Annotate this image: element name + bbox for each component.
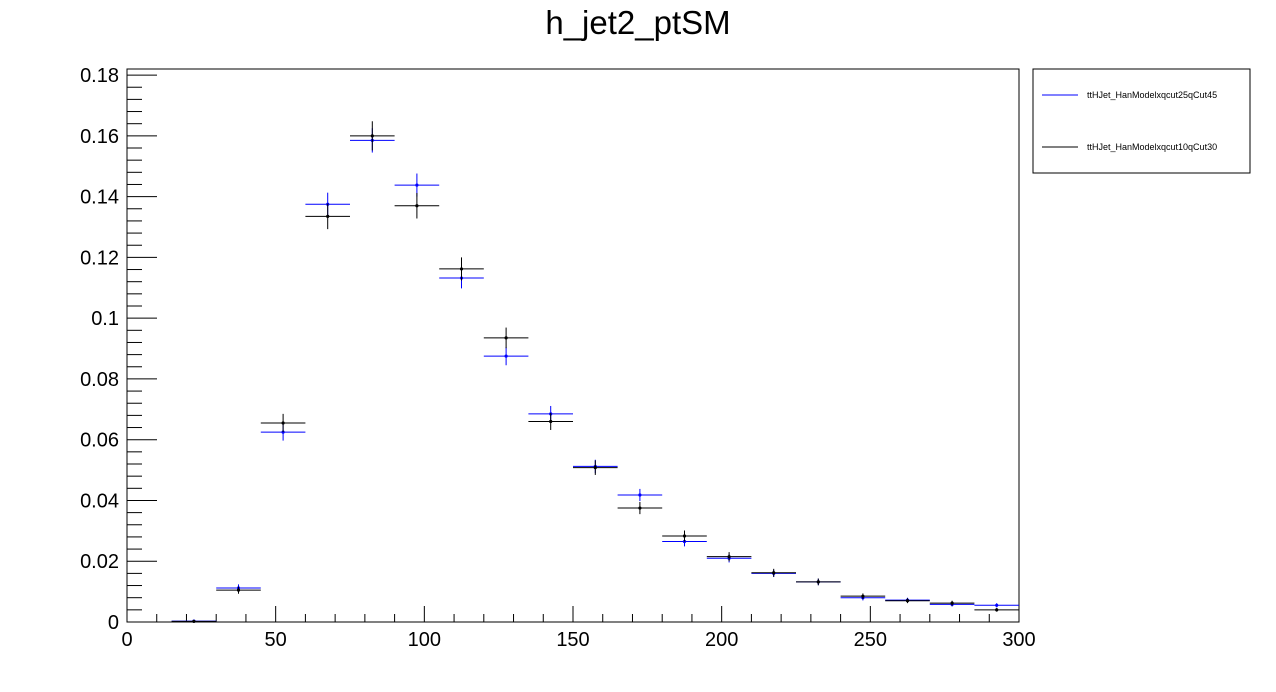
x-tick-label: 250 — [854, 629, 887, 651]
y-tick-label: 0 — [108, 612, 119, 634]
y-tick-label: 0.02 — [80, 551, 119, 573]
legend-label-series-1: ttHJet_HanModelxqcut25qCut45 — [1087, 90, 1217, 100]
data-point-marker — [236, 588, 241, 592]
y-tick-label: 0.06 — [80, 430, 119, 452]
x-tick-label: 0 — [121, 629, 132, 651]
data-point-marker — [638, 506, 642, 510]
data-point-marker — [905, 599, 910, 603]
y-tick-label: 0.18 — [80, 65, 119, 87]
data-point-marker — [816, 580, 820, 584]
chart-title: h_jet2_ptSM — [545, 4, 730, 41]
data-point-marker — [772, 571, 776, 575]
legend: ttHJet_HanModelxqcut25qCut45 ttHJet_HanM… — [1032, 68, 1251, 174]
data-point-marker — [682, 534, 687, 538]
y-tick-label: 0.04 — [80, 490, 119, 512]
y-tick-label: 0.14 — [80, 187, 119, 209]
data-point-marker — [549, 419, 553, 424]
data-point-marker — [504, 354, 508, 358]
data-point-marker — [281, 421, 285, 425]
y-tick-label: 0.12 — [80, 247, 119, 269]
x-tick-label: 100 — [408, 629, 441, 651]
y-tick-label: 0.1 — [91, 308, 119, 330]
data-point-marker — [995, 608, 999, 612]
data-point-marker — [727, 555, 731, 559]
data-point-marker — [370, 134, 374, 138]
data-point-marker — [995, 603, 999, 607]
x-tick-label: 50 — [265, 629, 287, 651]
data-point-marker — [682, 539, 687, 544]
series-2 — [171, 121, 1019, 623]
series-layer — [171, 121, 1019, 623]
data-point-marker — [638, 493, 642, 497]
data-point-marker — [459, 267, 464, 271]
data-point-marker — [192, 619, 196, 623]
data-point-marker — [950, 601, 954, 605]
y-axis: 0 0.02 0.04 0.06 0.08 0.1 0.12 0.14 0.16 0.18 — [80, 65, 157, 634]
data-point-marker — [326, 214, 330, 218]
data-point-marker — [861, 594, 865, 598]
x-tick-label: 150 — [556, 629, 589, 651]
y-tick-label: 0.16 — [80, 126, 119, 148]
x-tick-label: 300 — [1002, 629, 1035, 651]
data-point-marker — [415, 183, 419, 187]
data-point-marker — [593, 466, 597, 470]
data-point-marker — [415, 204, 419, 208]
data-point-marker — [504, 336, 508, 340]
legend-box — [1032, 68, 1251, 174]
legend-label-series-2: ttHJet_HanModelxqcut10qCut30 — [1087, 142, 1217, 152]
x-tick-label: 200 — [705, 629, 738, 651]
y-tick-label: 0.08 — [80, 369, 119, 391]
